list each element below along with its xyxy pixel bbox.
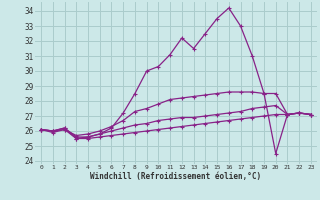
X-axis label: Windchill (Refroidissement éolien,°C): Windchill (Refroidissement éolien,°C) bbox=[91, 172, 261, 181]
